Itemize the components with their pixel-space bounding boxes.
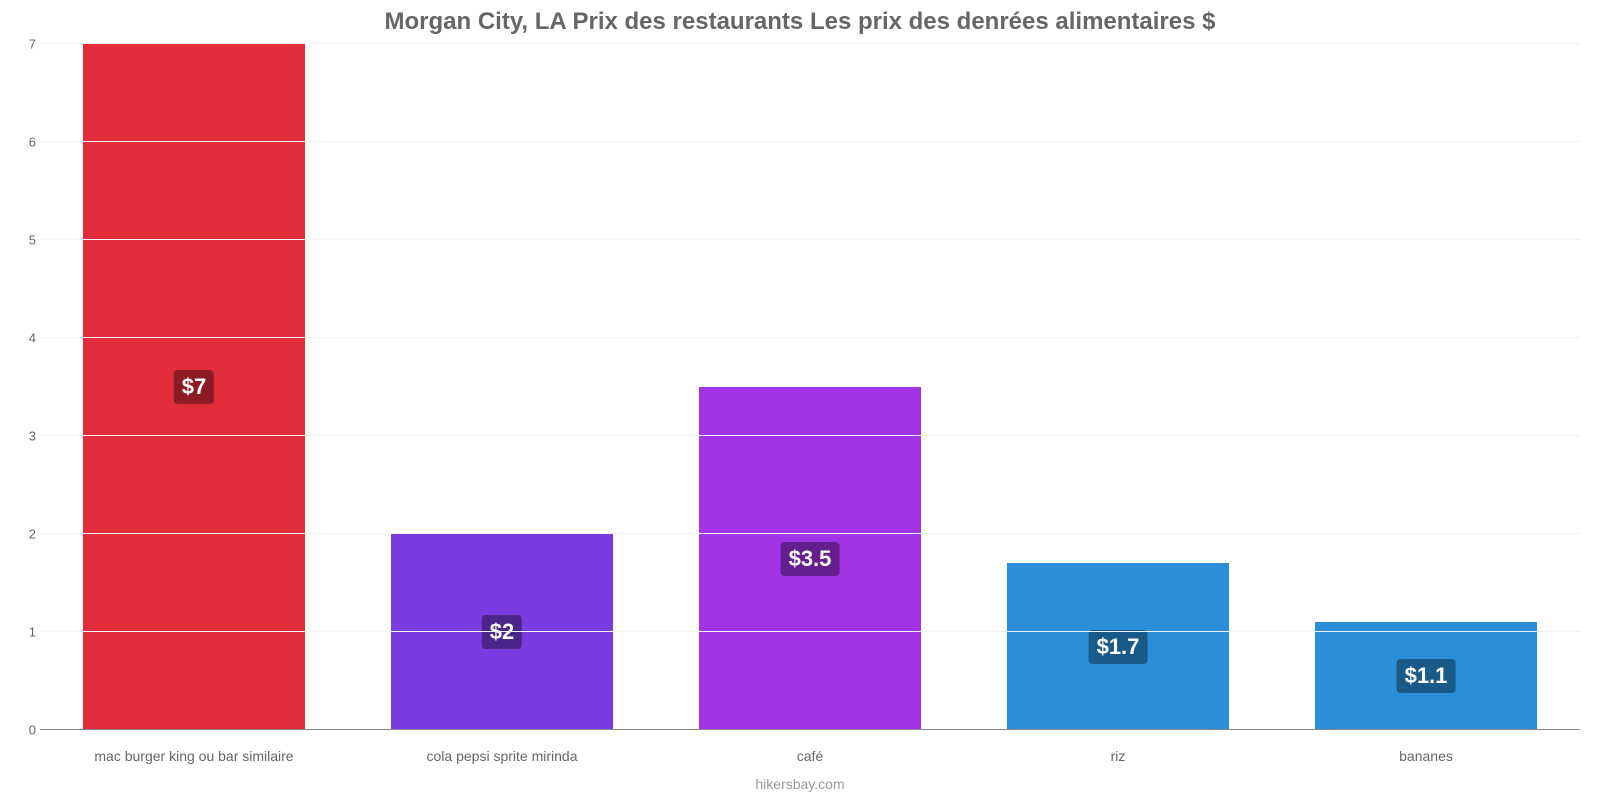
chart-title: Morgan City, LA Prix des restaurants Les…: [0, 0, 1600, 40]
y-tick-label: 1: [10, 625, 36, 640]
grid-line: [40, 43, 1580, 44]
x-axis-label: mac burger king ou bar similaire: [40, 748, 348, 764]
bar-slot: $1.7: [964, 44, 1272, 730]
bars-row: $7 $2 $3.5 $1.7 $1.1: [40, 44, 1580, 730]
grid-line: [40, 435, 1580, 436]
bar-slot: $2: [348, 44, 656, 730]
y-tick-label: 2: [10, 527, 36, 542]
grid-line: [40, 533, 1580, 534]
bar-slot: $1.1: [1272, 44, 1580, 730]
bar: $1.7: [1007, 563, 1229, 730]
bar-value-label: $1.1: [1397, 659, 1456, 693]
bar: $2: [391, 534, 613, 730]
x-axis-label: riz: [964, 748, 1272, 764]
bar-slot: $3.5: [656, 44, 964, 730]
x-axis-labels: mac burger king ou bar similairecola pep…: [40, 748, 1580, 764]
y-tick-label: 3: [10, 429, 36, 444]
chart-container: Morgan City, LA Prix des restaurants Les…: [0, 0, 1600, 800]
bar: $7: [83, 44, 305, 730]
y-tick-label: 6: [10, 135, 36, 150]
bar-value-label: $3.5: [781, 542, 840, 576]
y-tick-label: 7: [10, 37, 36, 52]
grid-line: [40, 337, 1580, 338]
bar: $3.5: [699, 387, 921, 730]
y-tick-label: 4: [10, 331, 36, 346]
bar-value-label: $7: [174, 370, 214, 404]
x-axis-label: bananes: [1272, 748, 1580, 764]
grid-line: [40, 239, 1580, 240]
x-axis-label: café: [656, 748, 964, 764]
footer-credit: hikersbay.com: [0, 776, 1600, 792]
x-axis-label: cola pepsi sprite mirinda: [348, 748, 656, 764]
bar: $1.1: [1315, 622, 1537, 730]
grid-line: [40, 631, 1580, 632]
y-tick-label: 0: [10, 723, 36, 738]
bar-value-label: $1.7: [1089, 630, 1148, 664]
baseline: [40, 729, 1580, 730]
grid-line: [40, 141, 1580, 142]
plot-area: $7$2$3.5$1.7$1.1 01234567: [40, 44, 1580, 730]
bar-slot: $7: [40, 44, 348, 730]
bar-value-label: $2: [482, 615, 522, 649]
y-tick-label: 5: [10, 233, 36, 248]
